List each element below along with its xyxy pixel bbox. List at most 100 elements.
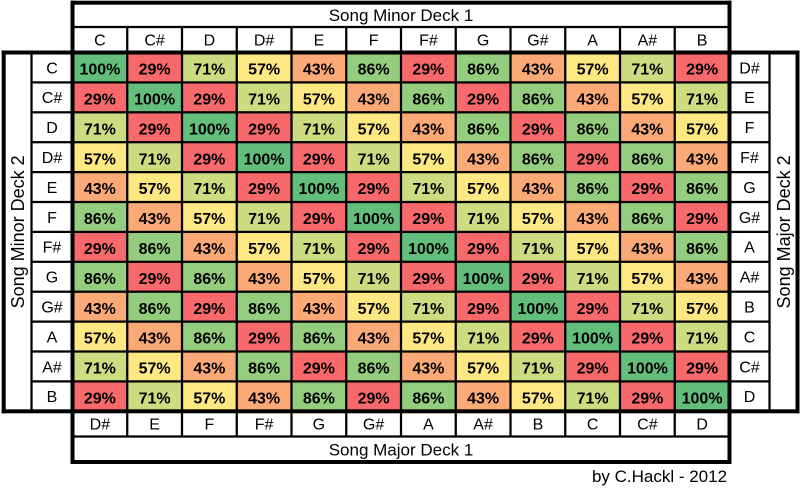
svg-text:71%: 71% bbox=[358, 151, 390, 168]
svg-text:86%: 86% bbox=[577, 181, 609, 198]
svg-text:29%: 29% bbox=[139, 62, 171, 79]
svg-text:F: F bbox=[745, 120, 755, 137]
svg-text:57%: 57% bbox=[84, 151, 116, 168]
svg-text:29%: 29% bbox=[631, 391, 663, 408]
svg-text:57%: 57% bbox=[412, 331, 444, 348]
svg-text:29%: 29% bbox=[577, 301, 609, 318]
svg-text:E: E bbox=[47, 180, 58, 197]
svg-text:29%: 29% bbox=[577, 151, 609, 168]
svg-text:G#: G# bbox=[41, 300, 62, 317]
svg-text:E: E bbox=[149, 417, 160, 434]
svg-text:43%: 43% bbox=[522, 181, 554, 198]
svg-text:100%: 100% bbox=[572, 331, 613, 348]
svg-text:57%: 57% bbox=[522, 211, 554, 228]
svg-text:86%: 86% bbox=[303, 391, 335, 408]
svg-text:D: D bbox=[46, 120, 58, 137]
svg-text:29%: 29% bbox=[412, 271, 444, 288]
svg-text:A#: A# bbox=[473, 417, 493, 434]
svg-text:G#: G# bbox=[527, 33, 548, 50]
svg-text:86%: 86% bbox=[139, 301, 171, 318]
svg-text:29%: 29% bbox=[303, 211, 335, 228]
svg-text:57%: 57% bbox=[686, 121, 718, 138]
svg-text:71%: 71% bbox=[631, 301, 663, 318]
svg-text:71%: 71% bbox=[412, 181, 444, 198]
svg-text:29%: 29% bbox=[631, 331, 663, 348]
svg-text:29%: 29% bbox=[412, 211, 444, 228]
svg-text:43%: 43% bbox=[412, 361, 444, 378]
svg-text:86%: 86% bbox=[412, 92, 444, 109]
svg-text:D#: D# bbox=[90, 417, 111, 434]
svg-text:E: E bbox=[314, 33, 325, 50]
svg-text:86%: 86% bbox=[84, 211, 116, 228]
svg-text:71%: 71% bbox=[522, 241, 554, 258]
svg-text:Song Major Deck 1: Song Major Deck 1 bbox=[329, 440, 474, 459]
svg-text:29%: 29% bbox=[358, 181, 390, 198]
svg-text:71%: 71% bbox=[248, 211, 280, 228]
svg-text:100%: 100% bbox=[79, 62, 120, 79]
svg-text:D: D bbox=[744, 389, 756, 406]
svg-text:29%: 29% bbox=[522, 121, 554, 138]
svg-text:43%: 43% bbox=[631, 241, 663, 258]
svg-text:57%: 57% bbox=[686, 301, 718, 318]
svg-text:86%: 86% bbox=[84, 271, 116, 288]
svg-text:71%: 71% bbox=[686, 331, 718, 348]
svg-text:43%: 43% bbox=[248, 391, 280, 408]
svg-text:100%: 100% bbox=[627, 361, 668, 378]
svg-text:86%: 86% bbox=[522, 151, 554, 168]
svg-text:C: C bbox=[587, 417, 599, 434]
svg-text:C#: C# bbox=[739, 359, 760, 376]
svg-text:86%: 86% bbox=[686, 181, 718, 198]
svg-text:71%: 71% bbox=[84, 121, 116, 138]
svg-text:57%: 57% bbox=[631, 92, 663, 109]
svg-text:100%: 100% bbox=[353, 211, 394, 228]
svg-text:Song Minor Deck 1: Song Minor Deck 1 bbox=[329, 6, 474, 25]
svg-text:A: A bbox=[423, 417, 434, 434]
svg-text:D: D bbox=[204, 33, 216, 50]
svg-text:71%: 71% bbox=[467, 211, 499, 228]
svg-text:86%: 86% bbox=[631, 151, 663, 168]
svg-text:29%: 29% bbox=[686, 211, 718, 228]
svg-text:43%: 43% bbox=[631, 121, 663, 138]
svg-text:29%: 29% bbox=[139, 271, 171, 288]
svg-text:29%: 29% bbox=[303, 151, 335, 168]
svg-text:43%: 43% bbox=[139, 211, 171, 228]
svg-text:57%: 57% bbox=[193, 211, 225, 228]
svg-text:29%: 29% bbox=[467, 241, 499, 258]
svg-text:57%: 57% bbox=[358, 301, 390, 318]
svg-text:E: E bbox=[744, 90, 755, 107]
svg-text:C#: C# bbox=[42, 90, 63, 107]
svg-text:71%: 71% bbox=[303, 241, 335, 258]
svg-text:43%: 43% bbox=[84, 301, 116, 318]
svg-text:71%: 71% bbox=[139, 151, 171, 168]
svg-text:71%: 71% bbox=[84, 361, 116, 378]
svg-text:43%: 43% bbox=[84, 181, 116, 198]
svg-text:57%: 57% bbox=[412, 151, 444, 168]
svg-text:29%: 29% bbox=[412, 62, 444, 79]
svg-text:100%: 100% bbox=[298, 181, 339, 198]
svg-text:29%: 29% bbox=[686, 62, 718, 79]
svg-text:57%: 57% bbox=[303, 271, 335, 288]
svg-text:43%: 43% bbox=[686, 271, 718, 288]
svg-text:A: A bbox=[47, 329, 58, 346]
svg-text:D#: D# bbox=[254, 33, 275, 50]
svg-text:D: D bbox=[696, 417, 708, 434]
svg-text:G: G bbox=[313, 417, 325, 434]
svg-text:43%: 43% bbox=[358, 331, 390, 348]
svg-text:29%: 29% bbox=[358, 391, 390, 408]
svg-text:29%: 29% bbox=[139, 121, 171, 138]
svg-text:100%: 100% bbox=[517, 301, 558, 318]
svg-text:B: B bbox=[744, 300, 755, 317]
svg-text:A#: A# bbox=[638, 33, 658, 50]
svg-text:43%: 43% bbox=[193, 241, 225, 258]
svg-text:71%: 71% bbox=[193, 62, 225, 79]
svg-text:G: G bbox=[477, 33, 489, 50]
svg-text:71%: 71% bbox=[522, 361, 554, 378]
svg-text:57%: 57% bbox=[467, 361, 499, 378]
svg-text:B: B bbox=[697, 33, 708, 50]
svg-text:29%: 29% bbox=[631, 181, 663, 198]
svg-text:Song Major Deck 2: Song Major Deck 2 bbox=[774, 155, 794, 308]
svg-text:43%: 43% bbox=[577, 211, 609, 228]
svg-text:C: C bbox=[94, 33, 106, 50]
svg-text:100%: 100% bbox=[134, 92, 175, 109]
svg-text:F: F bbox=[369, 33, 379, 50]
